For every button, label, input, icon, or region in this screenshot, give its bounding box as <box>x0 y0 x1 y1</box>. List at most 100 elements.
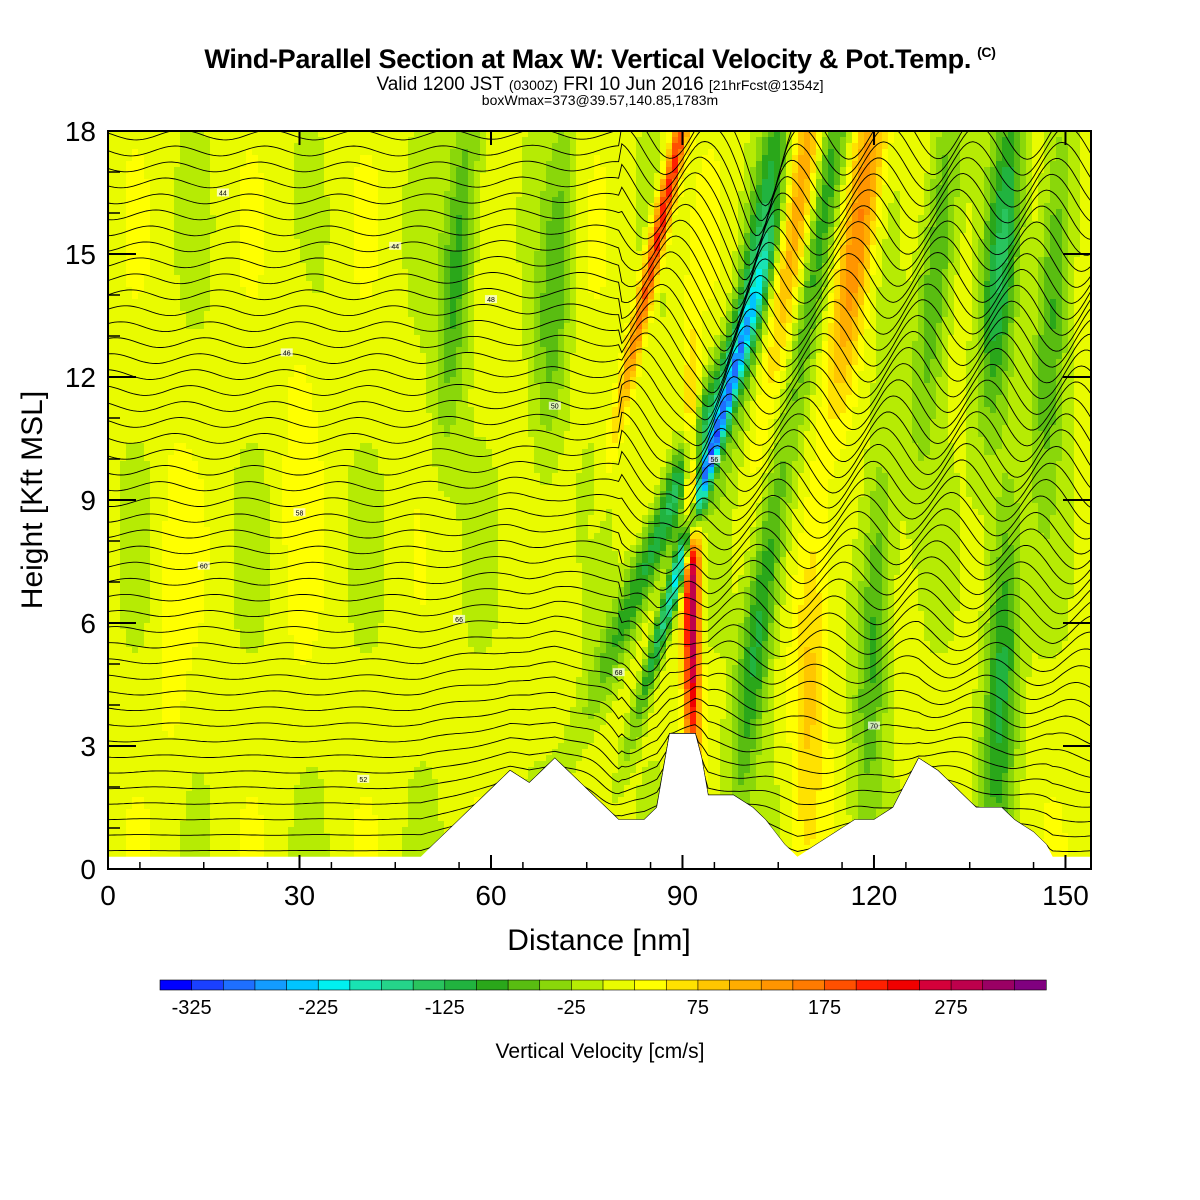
field-cell <box>294 173 301 180</box>
field-cell <box>594 227 601 234</box>
field-cell <box>564 281 571 288</box>
field-cell <box>324 245 331 252</box>
field-cell <box>504 197 511 204</box>
field-cell <box>774 305 781 312</box>
field-cell <box>192 137 199 144</box>
field-cell <box>324 299 331 306</box>
field-cell <box>624 185 631 192</box>
field-cell <box>996 137 1003 144</box>
field-cell <box>540 185 547 192</box>
field-cell <box>546 185 553 192</box>
field-cell <box>114 227 121 234</box>
field-cell <box>312 215 319 222</box>
field-cell <box>1038 215 1045 222</box>
field-cell <box>696 161 703 168</box>
field-cell <box>1080 197 1087 204</box>
field-cell <box>264 203 271 210</box>
field-cell <box>384 173 391 180</box>
field-cell <box>222 293 229 300</box>
field-cell <box>264 155 271 162</box>
field-cell <box>510 251 517 258</box>
field-cell <box>456 269 463 276</box>
field-cell <box>180 137 187 144</box>
field-cell <box>990 221 997 228</box>
field-cell <box>264 257 271 264</box>
field-cell <box>912 173 919 180</box>
field-cell <box>504 239 511 246</box>
field-cell <box>600 251 607 258</box>
field-cell <box>960 197 967 204</box>
field-cell <box>600 281 607 288</box>
field-cell <box>336 299 343 306</box>
field-cell <box>396 251 403 258</box>
field-cell <box>288 281 295 288</box>
field-cell <box>282 311 289 318</box>
field-cell <box>192 203 199 210</box>
field-cell <box>360 257 367 264</box>
field-cell <box>426 305 433 312</box>
field-cell <box>570 281 577 288</box>
field-cell <box>528 143 535 150</box>
field-cell <box>426 299 433 306</box>
field-cell <box>972 287 979 294</box>
field-cell <box>114 137 121 144</box>
field-cell <box>744 227 751 234</box>
field-cell <box>408 203 415 210</box>
field-cell <box>360 227 367 234</box>
field-cell <box>534 221 541 228</box>
field-cell <box>834 293 841 300</box>
field-cell <box>408 155 415 162</box>
field-cell <box>132 149 139 156</box>
field-cell <box>666 137 673 144</box>
field-cell <box>288 137 295 144</box>
field-cell <box>306 311 313 318</box>
field-cell <box>300 311 307 318</box>
field-cell <box>354 275 361 282</box>
field-cell <box>198 269 205 276</box>
field-cell <box>162 215 169 222</box>
field-cell <box>1044 191 1051 198</box>
field-cell <box>708 155 715 162</box>
field-cell <box>726 305 733 312</box>
field-cell <box>564 305 571 312</box>
field-cell <box>948 293 955 300</box>
field-cell <box>216 299 223 306</box>
field-cell <box>840 179 847 186</box>
field-cell <box>468 227 475 234</box>
field-cell <box>948 239 955 246</box>
field-cell <box>846 257 853 264</box>
field-cell <box>432 149 439 156</box>
field-cell <box>660 149 667 156</box>
field-cell <box>894 287 901 294</box>
field-cell <box>510 269 517 276</box>
field-cell <box>474 305 481 312</box>
field-cell <box>132 269 139 276</box>
field-cell <box>936 299 943 306</box>
field-cell <box>174 173 181 180</box>
field-cell <box>798 197 805 204</box>
field-cell <box>888 263 895 270</box>
field-cell <box>1050 173 1057 180</box>
field-cell <box>126 233 133 240</box>
field-cell <box>798 173 805 180</box>
field-cell <box>702 191 709 198</box>
field-cell <box>996 263 1003 270</box>
field-cell <box>876 269 883 276</box>
field-cell <box>558 137 565 144</box>
field-cell <box>216 293 223 300</box>
field-cell <box>552 173 559 180</box>
field-cell <box>234 233 241 240</box>
field-cell <box>1074 257 1081 264</box>
field-cell <box>444 239 451 246</box>
field-cell <box>504 215 511 222</box>
field-cell <box>900 275 907 282</box>
field-cell <box>504 275 511 282</box>
field-cell <box>594 245 601 252</box>
field-cell <box>234 215 241 222</box>
field-cell <box>300 263 307 270</box>
field-cell <box>228 173 235 180</box>
field-cell <box>756 299 763 306</box>
field-cell <box>600 305 607 312</box>
field-cell <box>834 197 841 204</box>
field-cell <box>498 155 505 162</box>
